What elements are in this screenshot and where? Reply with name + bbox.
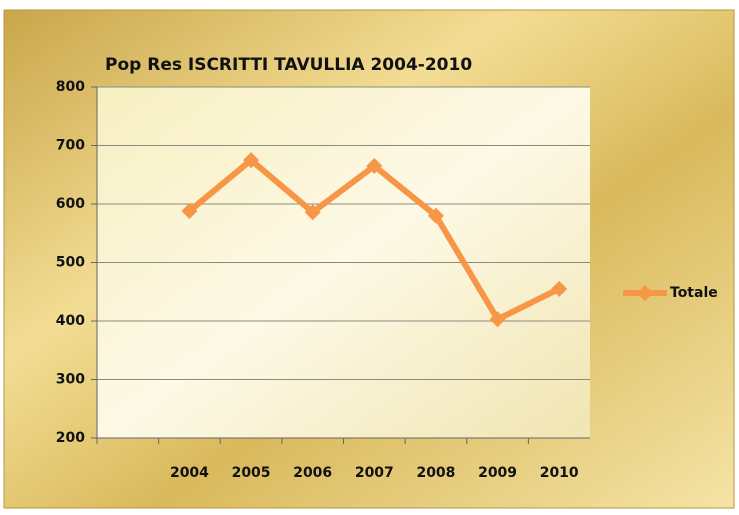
marker: [366, 157, 383, 174]
x-tick-label: 2009: [478, 465, 517, 481]
x-tick-label: 2004: [170, 465, 209, 481]
y-tick-label: 700: [56, 138, 85, 154]
chart-title: Pop Res ISCRITTI TAVULLIA 2004-2010: [105, 55, 472, 75]
legend-marker: [637, 285, 653, 301]
x-tick-label: 2007: [355, 465, 394, 481]
marker: [551, 280, 568, 297]
marker: [243, 152, 260, 169]
x-tick-label: 2005: [232, 465, 271, 481]
x-tick-label: 2010: [540, 465, 579, 481]
y-tick-label: 200: [56, 430, 85, 446]
marker: [181, 203, 198, 220]
marker: [427, 207, 444, 224]
y-tick-label: 500: [56, 255, 85, 271]
y-tick-label: 300: [56, 372, 85, 388]
y-tick-label: 400: [56, 313, 85, 329]
marker: [489, 311, 506, 328]
y-tick-label: 600: [56, 196, 85, 212]
marker: [304, 204, 321, 221]
x-tick-label: 2008: [416, 465, 455, 481]
legend-label: Totale: [670, 285, 718, 301]
y-tick-label: 800: [56, 79, 85, 95]
x-tick-label: 2006: [293, 465, 332, 481]
